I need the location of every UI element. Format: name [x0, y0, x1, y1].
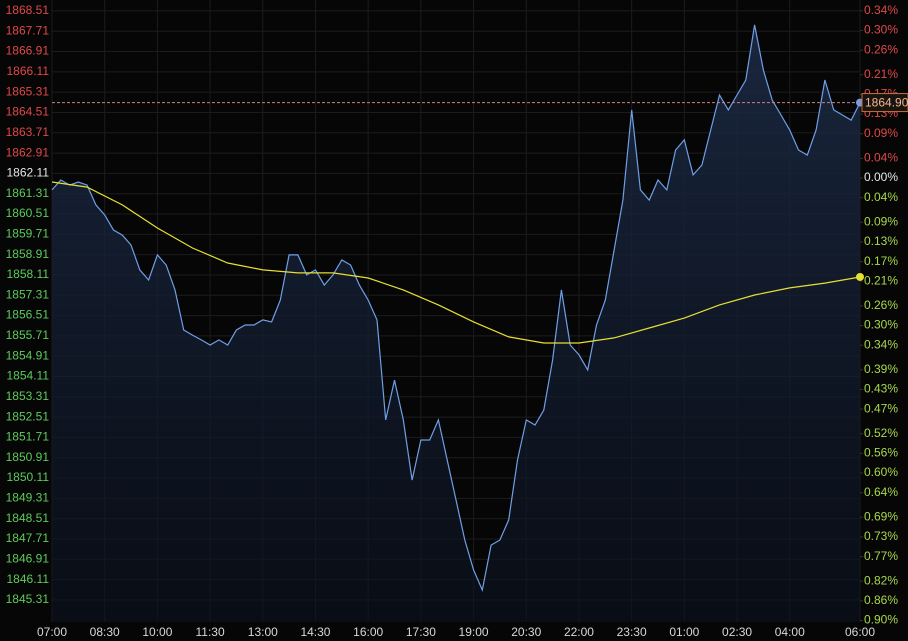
y-tick-label: 1866.91 — [6, 44, 50, 58]
y2-tick-label: 0.09% — [864, 214, 898, 228]
y-tick-label: 1864.51 — [6, 105, 50, 119]
y2-tick-label: 0.26% — [864, 42, 898, 56]
y-tick-label: 1855.71 — [6, 328, 50, 342]
y-tick-label: 1852.51 — [6, 409, 50, 423]
y2-tick-label: 0.13% — [864, 234, 898, 248]
end-dot — [856, 272, 864, 281]
y-tick-label: 1866.11 — [7, 64, 50, 78]
y-tick-label: 1865.31 — [6, 84, 50, 98]
last-price-label: 1864.90 — [865, 96, 908, 110]
y-tick-label: 1858.11 — [7, 267, 50, 281]
y2-tick-label: 0.17% — [864, 254, 898, 268]
y2-tick-label: 0.00% — [864, 170, 898, 184]
y-tick-label: 1847.71 — [6, 531, 50, 545]
y-tick-label: 1850.91 — [6, 450, 50, 464]
last-price-box — [861, 93, 908, 113]
y2-tick-label: 0.69% — [864, 509, 898, 523]
y2-tick-label: 0.09% — [864, 126, 898, 140]
y-tick-label: 1853.31 — [6, 389, 50, 403]
x-tick-label: 14:30 — [300, 625, 330, 639]
y2-tick-label: 0.90% — [864, 613, 898, 627]
y-tick-label: 1867.71 — [6, 23, 50, 37]
x-tick-label: 07:00 — [37, 625, 67, 639]
y2-tick-label: 0.30% — [864, 318, 898, 332]
y-tick-label: 1861.31 — [6, 186, 50, 200]
x-tick-label: 23:30 — [617, 625, 647, 639]
y2-tick-label: 0.47% — [864, 401, 898, 415]
moving-average-line — [51, 181, 861, 344]
y-tick-label: 1859.71 — [6, 227, 50, 241]
y2-tick-label: 0.34% — [864, 3, 898, 17]
y2-tick-label: 0.64% — [864, 485, 898, 499]
y-tick-label: 1846.91 — [6, 551, 50, 565]
y-tick-label: 1851.71 — [6, 430, 50, 444]
y-tick-label: 1868.51 — [6, 3, 50, 17]
y2-tick-label: 0.34% — [864, 337, 898, 351]
x-tick-label: 22:00 — [564, 625, 594, 639]
y-tick-label: 1846.11 — [7, 572, 50, 586]
y2-tick-label: 0.73% — [864, 529, 898, 543]
x-tick-label: 13:00 — [248, 625, 278, 639]
y-tick-label: 1856.51 — [6, 308, 50, 322]
y2-tick-label: 0.21% — [864, 273, 898, 287]
y-tick-label: 1848.51 — [6, 511, 50, 525]
y2-tick-label: 0.86% — [864, 593, 898, 607]
x-tick-label: 01:00 — [669, 625, 699, 639]
y-tick-label: 1863.71 — [6, 125, 50, 139]
y2-tick-label: 0.77% — [864, 549, 898, 563]
y2-tick-label: 0.39% — [864, 362, 898, 376]
price-line — [51, 24, 861, 593]
y-tick-label: 1862.11 — [7, 166, 50, 180]
x-tick-label: 04:00 — [775, 625, 805, 639]
y-tick-label: 1850.11 — [7, 470, 50, 484]
y2-tick-label: 0.30% — [864, 23, 898, 37]
y-tick-label: 1862.91 — [6, 145, 50, 159]
x-tick-label: 11:30 — [196, 625, 225, 639]
x-tick-label: 17:30 — [406, 625, 436, 639]
y2-tick-label: 0.04% — [864, 190, 898, 204]
y2-tick-label: 0.56% — [864, 446, 898, 460]
y2-tick-label: 0.52% — [864, 426, 898, 440]
y-tick-label: 1849.31 — [6, 491, 50, 505]
x-tick-label: 02:30 — [722, 625, 752, 639]
y-tick-label: 1860.51 — [6, 206, 50, 220]
y-tick-label: 1854.91 — [6, 348, 50, 362]
y-tick-label: 1854.11 — [7, 369, 50, 383]
y-tick-label: 1857.31 — [6, 287, 50, 301]
y2-tick-label: 0.82% — [864, 573, 898, 587]
x-tick-label: 08:30 — [90, 625, 120, 639]
y2-tick-label: 0.04% — [864, 150, 898, 164]
price-area — [52, 24, 860, 622]
y2-tick-label: 0.60% — [864, 465, 898, 479]
x-tick-label: 06:00 — [845, 625, 875, 639]
y2-tick-label: 0.21% — [864, 67, 898, 81]
x-tick-label: 20:30 — [511, 625, 541, 639]
y2-tick-label: 0.43% — [864, 382, 898, 396]
x-tick-label: 16:00 — [353, 625, 383, 639]
x-tick-label: 19:00 — [459, 625, 489, 639]
y-tick-label: 1858.91 — [6, 247, 50, 261]
y-tick-label: 1845.31 — [6, 592, 50, 606]
y2-tick-label: 0.26% — [864, 298, 898, 312]
x-tick-label: 10:00 — [142, 625, 172, 639]
